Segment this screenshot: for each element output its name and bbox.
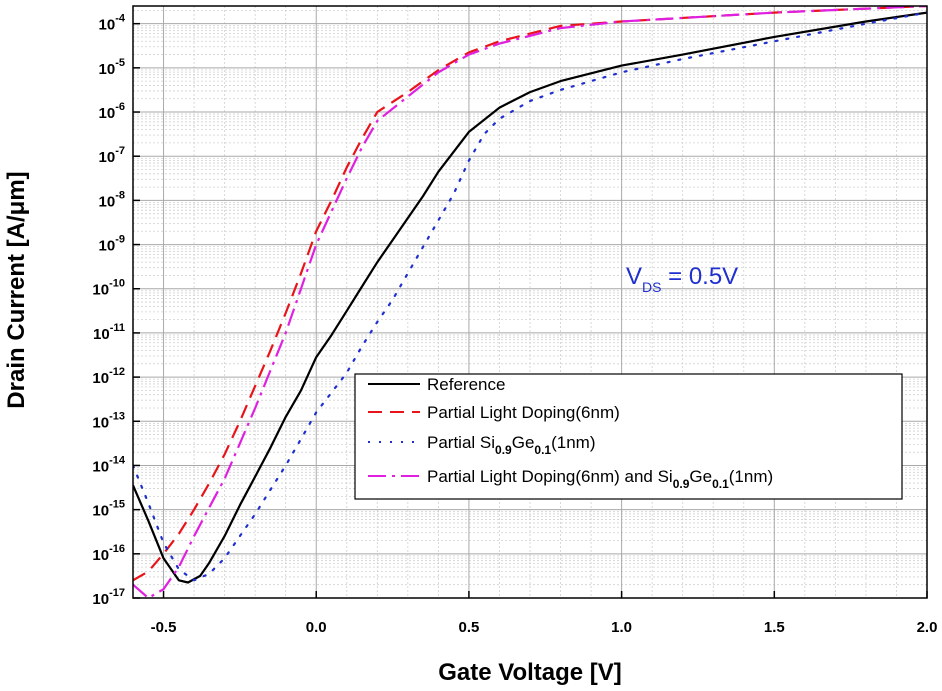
series-layer [133,6,927,598]
legend-entry: Partial Light Doping(6nm) and Si0.9Ge0.1… [427,467,773,491]
y-tick-labels: 10-4 10-5 10-6 10-7 10-8 10-9 10-10 10-11 10-12 1… [92,13,125,608]
y-tick-label: 10-16 [92,543,125,564]
x-tick-label: 0.5 [458,619,479,636]
y-tick-label: 10-13 [92,410,125,431]
series-line-1 [133,11,927,584]
y-tick-label: 10-6 [99,101,125,122]
x-tick-label: 2.0 [917,619,938,636]
series-line-2 [133,6,927,582]
y-tick-label: 10-8 [99,189,125,210]
axis-ticks [133,22,928,599]
legend-entry: Partial Si0.9Ge0.1(1nm) [427,433,596,457]
x-tick-label: -0.5 [151,619,177,636]
legend: Reference Partial Light Doping(6nm) Partia… [354,373,903,500]
y-axis-title: Drain Current [A/μm] [3,171,30,408]
x-tick-labels: -0.5 0.0 0.5 1.0 1.5 2.0 [151,619,938,636]
plot-frame [132,5,928,599]
y-tick-label: 10-4 [99,13,126,34]
vds-annotation: VDS = 0.5V [626,263,738,295]
x-tick-label: 0.0 [306,619,327,636]
legend-box [354,373,903,500]
y-tick-label: 10-10 [92,278,125,299]
x-tick-label: 1.5 [764,619,785,636]
series-line-4 [133,6,927,598]
y-tick-label: 10-17 [92,587,125,608]
y-tick-label: 10-7 [99,145,125,166]
y-tick-label: 10-11 [93,322,125,343]
y-tick-label: 10-5 [99,57,125,78]
legend-entry: Reference [427,375,505,394]
x-tick-label: 1.0 [611,619,632,636]
y-tick-label: 10-12 [92,366,125,387]
y-tick-label: 10-9 [99,234,125,255]
x-axis-title: Gate Voltage [V] [438,659,622,686]
legend-entry: Partial Light Doping(6nm) [427,403,620,422]
y-tick-label: 10-14 [92,454,125,475]
y-tick-label: 10-15 [92,499,125,520]
